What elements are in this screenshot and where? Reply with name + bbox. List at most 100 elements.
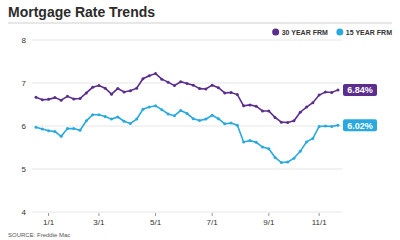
- point: [286, 121, 289, 124]
- point: [41, 98, 44, 101]
- point: [97, 113, 100, 116]
- x-tick: [212, 213, 213, 216]
- point: [72, 97, 75, 100]
- y-tick-label: 7: [22, 79, 27, 88]
- point: [129, 122, 132, 125]
- point: [292, 119, 295, 122]
- point: [167, 81, 170, 84]
- point: [148, 74, 151, 77]
- point: [110, 118, 113, 121]
- value-label: 6.02%: [343, 119, 377, 131]
- x-tick-label: 7/1: [207, 218, 219, 227]
- point: [217, 86, 220, 89]
- point: [318, 125, 321, 128]
- point: [236, 93, 239, 96]
- x-tick-label: 3/1: [93, 218, 105, 227]
- point: [104, 87, 107, 90]
- point: [160, 108, 163, 111]
- line: [36, 106, 338, 163]
- point: [104, 115, 107, 118]
- point: [135, 118, 138, 121]
- point: [305, 106, 308, 109]
- point: [179, 80, 182, 83]
- point: [135, 87, 138, 90]
- point: [223, 122, 226, 125]
- x-tick-label: 9/1: [263, 218, 275, 227]
- legend-label: 15 YEAR FRM: [346, 29, 392, 36]
- point: [242, 140, 245, 143]
- point: [123, 91, 126, 94]
- point: [72, 127, 75, 130]
- point: [217, 117, 220, 120]
- point: [311, 137, 314, 140]
- point: [160, 78, 163, 81]
- point: [91, 113, 94, 116]
- line: [36, 74, 338, 123]
- point: [186, 112, 189, 115]
- grid-line: [32, 169, 342, 170]
- point: [110, 93, 113, 96]
- point: [280, 161, 283, 164]
- point: [154, 104, 157, 107]
- point: [223, 91, 226, 94]
- point: [60, 99, 63, 102]
- point: [248, 139, 251, 142]
- point: [330, 125, 333, 128]
- point: [274, 156, 277, 159]
- point: [337, 124, 340, 127]
- grid-line: [32, 212, 342, 213]
- point: [280, 121, 283, 124]
- title: Mortgage Rate Trends: [8, 4, 155, 20]
- point: [211, 84, 214, 87]
- point: [337, 88, 340, 91]
- point: [230, 121, 233, 124]
- point: [255, 105, 258, 108]
- point: [173, 84, 176, 87]
- point: [286, 161, 289, 164]
- point: [192, 84, 195, 87]
- point: [116, 87, 119, 90]
- y-tick-label: 5: [22, 165, 27, 174]
- legend: 15 YEAR FRM 30 YEAR FRM: [272, 29, 392, 37]
- source: SOURCE: Freddie Mac: [8, 232, 70, 238]
- value-label: 6.84%: [343, 84, 377, 96]
- point: [204, 88, 207, 91]
- point: [47, 98, 50, 101]
- point: [141, 108, 144, 111]
- point: [292, 157, 295, 160]
- point: [248, 103, 251, 106]
- point: [85, 119, 88, 122]
- point: [261, 146, 264, 149]
- point: [305, 140, 308, 143]
- point: [60, 135, 63, 138]
- x-tick-label: 11/1: [312, 218, 328, 227]
- point: [230, 91, 233, 94]
- y-tick-label: 8: [22, 36, 27, 45]
- plot-marks: [35, 72, 340, 164]
- point: [299, 111, 302, 114]
- grid: [32, 40, 342, 212]
- x-tick: [319, 213, 320, 216]
- point: [236, 124, 239, 127]
- point: [179, 109, 182, 112]
- value-label-text: 6.84%: [347, 85, 373, 95]
- point: [324, 125, 327, 128]
- grid-line: [32, 126, 342, 127]
- point: [299, 150, 302, 153]
- point: [53, 96, 56, 99]
- point: [186, 82, 189, 85]
- point: [79, 129, 82, 132]
- point: [261, 109, 264, 112]
- value-label-text: 6.02%: [347, 121, 373, 131]
- x-tick-label: 5/1: [150, 218, 162, 227]
- point: [35, 96, 38, 99]
- legend-swatch: [336, 29, 343, 36]
- point: [173, 114, 176, 117]
- legend-label: 30 YEAR FRM: [282, 29, 328, 36]
- point: [129, 89, 132, 92]
- chart: Mortgage Rate Trends456781/13/15/17/19/1…: [0, 0, 400, 240]
- point: [167, 112, 170, 115]
- value-label-box: [343, 119, 377, 131]
- y-tick-label: 4: [22, 208, 27, 217]
- point: [85, 91, 88, 94]
